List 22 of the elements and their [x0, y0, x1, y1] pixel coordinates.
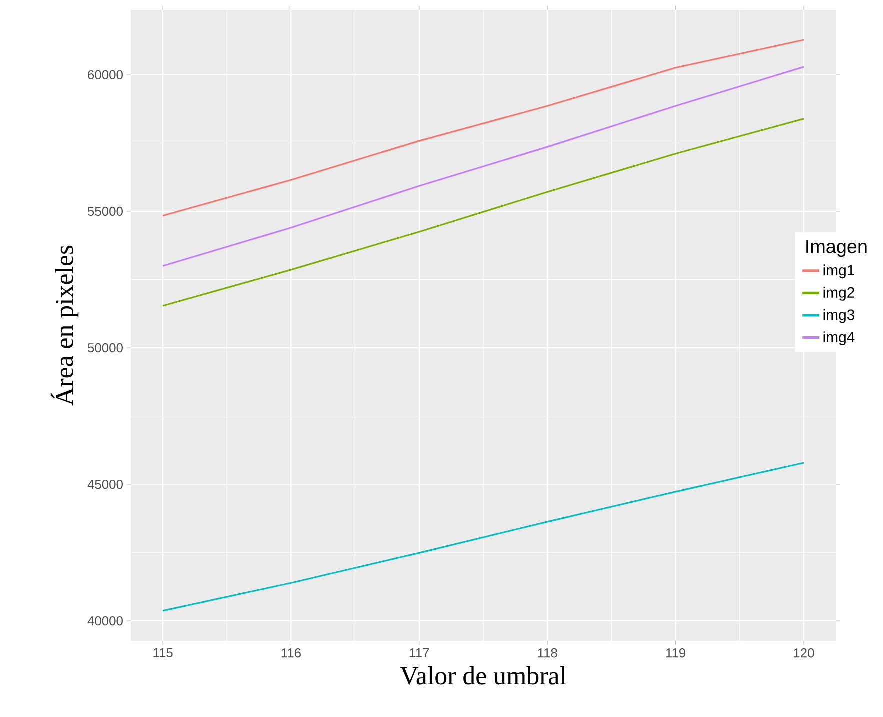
x-tick-label: 120 [794, 648, 814, 658]
line-series [162, 462, 805, 612]
legend-label: img3 [824, 309, 855, 324]
y-tick-label: 60000 [88, 70, 123, 80]
y-axis-title: Área en pixeles [50, 246, 79, 406]
x-tick-label: 115 [154, 648, 173, 658]
x-tick-label: 119 [666, 648, 686, 658]
y-tick-label: 55000 [88, 206, 123, 216]
y-tick-label: 45000 [88, 480, 123, 490]
legend-title: Imagen [806, 240, 867, 258]
x-tick-label: 116 [282, 648, 301, 658]
x-tick-label: 118 [538, 648, 558, 658]
y-tick-label: 50000 [88, 343, 123, 353]
line-series [162, 39, 805, 217]
line-series [162, 66, 805, 267]
x-tick-label: 117 [410, 648, 430, 658]
legend-label: img4 [824, 332, 855, 346]
legend-label: img2 [824, 286, 854, 301]
legend-label: img1 [824, 264, 854, 279]
x-axis-title: Valor de umbral [400, 666, 566, 685]
y-tick-label: 40000 [88, 616, 123, 626]
line-series [162, 118, 805, 307]
